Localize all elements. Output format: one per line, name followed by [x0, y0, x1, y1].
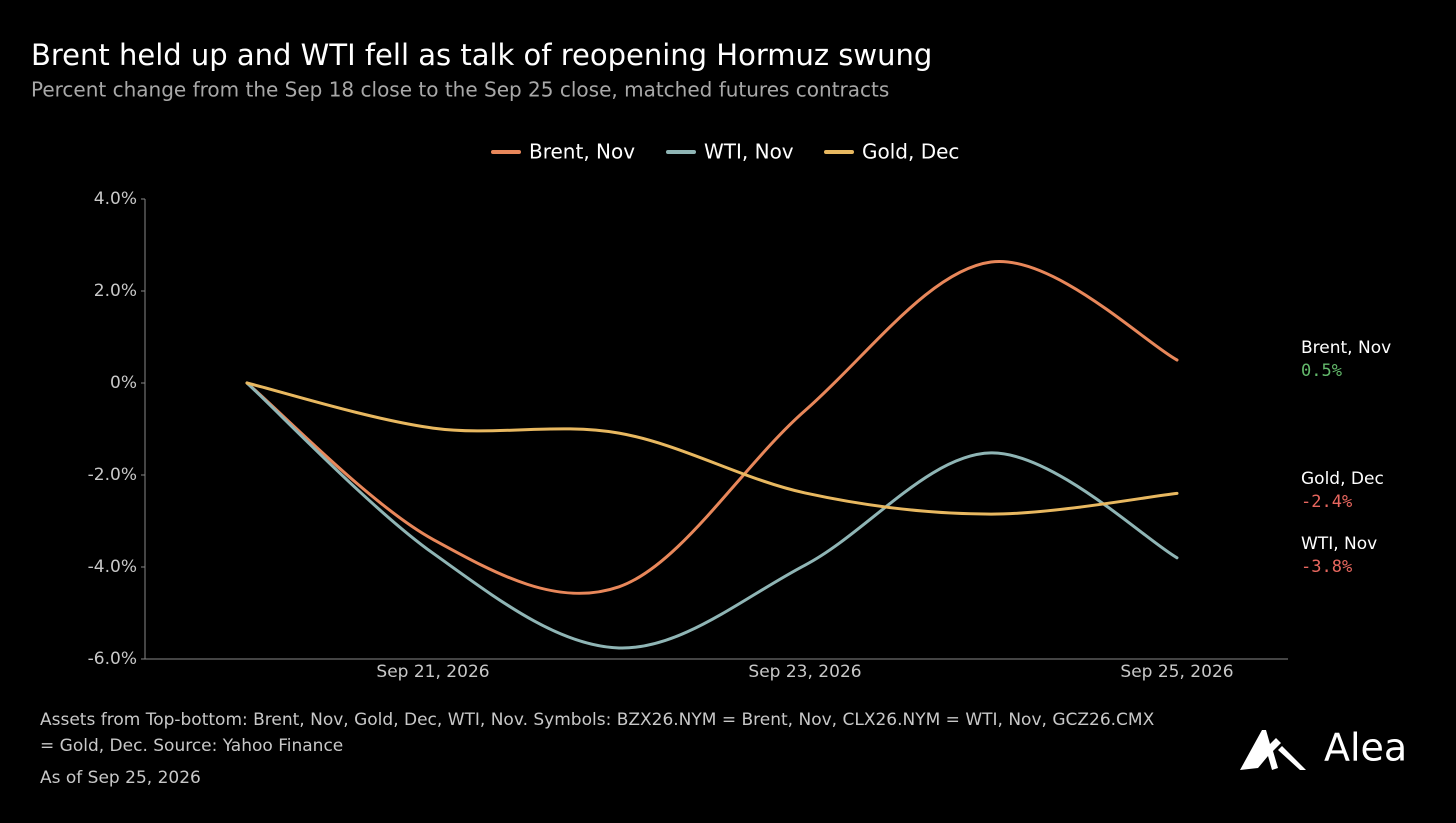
footnote-line: Assets from Top-bottom: Brent, Nov, Gold…: [40, 710, 1155, 730]
brand-name: Alea: [1324, 726, 1407, 770]
footnote-line: = Gold, Dec. Source: Yahoo Finance: [40, 736, 343, 756]
y-tick-label: 4.0%: [94, 189, 137, 209]
y-tick-label: -2.0%: [88, 465, 137, 485]
y-tick-label: 0%: [110, 373, 137, 393]
end-label-value: -3.8%: [1301, 557, 1352, 577]
legend-label: WTI, Nov: [704, 140, 794, 164]
end-label-name: WTI, Nov: [1301, 534, 1377, 554]
end-label-name: Gold, Dec: [1301, 469, 1384, 489]
end-label-name: Brent, Nov: [1301, 338, 1391, 358]
series-line: [245, 260, 1179, 595]
y-tick-label: 2.0%: [94, 281, 137, 301]
chart-title: Brent held up and WTI fell as talk of re…: [31, 38, 932, 72]
x-tick-label: Sep 23, 2026: [748, 662, 861, 682]
footnote: Assets from Top-bottom: Brent, Nov, Gold…: [40, 710, 1155, 756]
series-line: [245, 381, 1179, 650]
y-tick-label: -6.0%: [88, 649, 137, 669]
end-label-value: -2.4%: [1301, 492, 1352, 512]
brand-logo: Alea: [1240, 726, 1407, 770]
legend-label: Gold, Dec: [862, 140, 959, 164]
chart-subtitle: Percent change from the Sep 18 close to …: [31, 78, 889, 102]
x-tick-label: Sep 25, 2026: [1120, 662, 1233, 682]
x-tick-label: Sep 21, 2026: [376, 662, 489, 682]
as-of: As of Sep 25, 2026: [40, 768, 201, 788]
y-tick-label: -4.0%: [88, 557, 137, 577]
logo-mark: [1240, 730, 1281, 770]
series-line: [245, 381, 1179, 516]
logo-mark: [1278, 746, 1306, 770]
end-label-value: 0.5%: [1301, 361, 1342, 381]
legend-label: Brent, Nov: [529, 140, 635, 164]
